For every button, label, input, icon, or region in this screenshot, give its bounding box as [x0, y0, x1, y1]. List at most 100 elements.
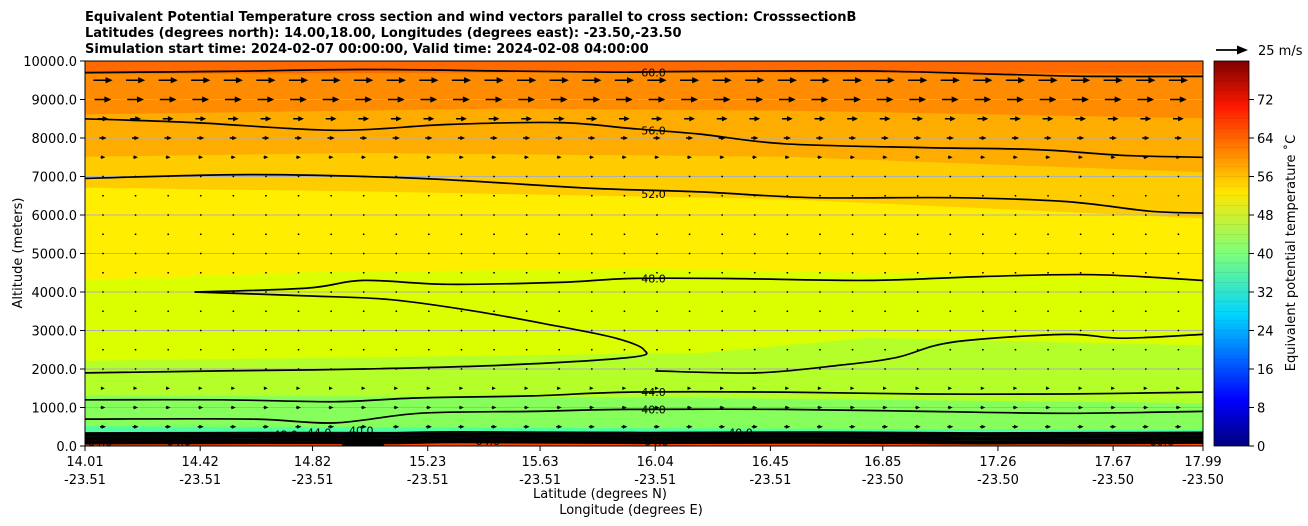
wind-vector-head [690, 96, 698, 103]
wind-vector-head [850, 155, 855, 160]
wind-vector-dot [656, 214, 658, 216]
wind-vector-dot [949, 271, 952, 274]
wind-vector-dot [460, 214, 463, 216]
wind-vector-dot [427, 252, 430, 255]
x-tick-label-lon-2: -23.51 [292, 473, 334, 488]
wind-vector-head [659, 77, 667, 84]
wind-vector-dot [1014, 271, 1017, 274]
wind-vector-dot [1112, 194, 1115, 197]
wind-vector-dot [981, 175, 984, 178]
wind-vector-dot [134, 271, 137, 274]
chart-title-line-3: Simulation start time: 2024-02-07 00:00:… [85, 42, 649, 57]
wind-vector-dot [981, 233, 984, 236]
wind-vector-head [1176, 424, 1182, 429]
wind-vector-head [855, 77, 863, 84]
x-tick-label-lon-9: -23.50 [1092, 473, 1134, 488]
wind-vector-head [1111, 155, 1116, 160]
wind-vector-head [231, 155, 236, 160]
wind-vector-dot [851, 329, 854, 332]
wind-vector-dot [656, 310, 658, 313]
wind-vector-dot [232, 348, 235, 351]
wind-vector-head [886, 96, 894, 103]
wind-vector-dot [721, 291, 724, 293]
x-axis: 14.01 -23.51 14.42 -23.51 14.82 -23.51 15.23 -2… [64, 446, 1224, 488]
wind-vector-dot [1047, 271, 1049, 274]
wind-vector-head [329, 135, 335, 141]
wind-vector-dot [786, 329, 789, 332]
wind-vector-dot [851, 175, 854, 178]
wind-vector-dot [1079, 233, 1082, 236]
wind-vector-dot [786, 194, 789, 197]
wind-vector-head [462, 96, 470, 103]
wind-vector-dot [721, 329, 724, 332]
wind-vector-dot [427, 233, 430, 236]
wind-vector-head [166, 405, 171, 410]
wind-vector-dot [1079, 329, 1082, 332]
wind-vector-dot [460, 194, 463, 197]
x-tick-label-lat-9: 17.67 [1095, 455, 1132, 470]
wind-vector-dot [884, 310, 887, 313]
y-tick-label-8: 8000.0 [32, 132, 78, 147]
wind-vector-head [624, 116, 630, 122]
wind-vector-dot [427, 329, 430, 332]
contour-label-44: 44.0 [641, 386, 666, 399]
wind-vector-head [428, 116, 435, 122]
wind-vector-dot [167, 194, 170, 197]
wind-vector-head [920, 77, 928, 84]
wind-vector-dot [395, 348, 398, 351]
wind-vector-dot [265, 214, 267, 216]
wind-vector-head [333, 77, 341, 84]
wind-vector-head [135, 116, 141, 122]
wind-vector-dot [362, 368, 365, 370]
wind-vector-head [1112, 116, 1119, 122]
wind-vector-head [948, 155, 953, 160]
wind-vector-dot [199, 175, 202, 178]
wind-vector-dot [525, 348, 528, 351]
x-tick-label-lon-8: -23.50 [977, 473, 1019, 488]
wind-vector-head [1083, 77, 1091, 84]
colorbar-tick-label-2: 16 [1257, 363, 1274, 378]
wind-vector-dot [1144, 252, 1147, 255]
wind-vector-dot [786, 310, 789, 313]
wind-vector-head [459, 155, 464, 160]
wind-vector-dot [656, 329, 658, 332]
wind-vector-dot [753, 368, 756, 370]
wind-vector-dot [884, 329, 887, 332]
wind-vector-head [166, 424, 172, 429]
x-tick-label-lon-5: -23.51 [634, 473, 676, 488]
wind-vector-dot [1014, 233, 1017, 236]
wind-vector-head [232, 135, 237, 141]
wind-vector-dot [1047, 194, 1049, 197]
quiver-key: 25 m/s [1216, 44, 1303, 59]
quiver-key-label: 25 m/s [1258, 44, 1303, 59]
wind-vector-head [557, 424, 563, 429]
wind-vector-dot [1177, 368, 1180, 370]
wind-vector-dot [981, 214, 984, 216]
wind-vector-dot [1014, 310, 1017, 313]
wind-vector-dot [623, 233, 626, 236]
wind-vector-head [985, 77, 993, 84]
low-contour-label-2: 48.0 [273, 428, 298, 441]
wind-vector-dot [102, 271, 104, 274]
wind-vector-dot [493, 271, 495, 274]
wind-vector-dot [819, 175, 821, 178]
wind-vector-dot [460, 233, 463, 236]
wind-vector-dot [656, 175, 658, 178]
wind-vector-head [492, 135, 498, 141]
wind-vector-dot [590, 329, 593, 332]
wind-vector-dot [330, 368, 333, 370]
wind-vector-head [557, 386, 562, 391]
wind-vector-head [101, 405, 106, 410]
wind-vector-head [656, 116, 663, 122]
low-contour-1 [85, 440, 1203, 444]
x-tick-label-lat-5: 16.04 [637, 455, 674, 470]
wind-vector-dot [362, 310, 365, 313]
wind-vector-dot [1144, 214, 1147, 216]
wind-vector-dot [167, 252, 170, 255]
wind-vector-dot [590, 233, 593, 236]
wind-vector-dot [1079, 175, 1082, 178]
y-tick-label-9: 9000.0 [32, 94, 78, 109]
wind-vector-head [1079, 424, 1084, 429]
wind-vector-head [134, 135, 140, 141]
wind-vector-head [915, 386, 920, 391]
